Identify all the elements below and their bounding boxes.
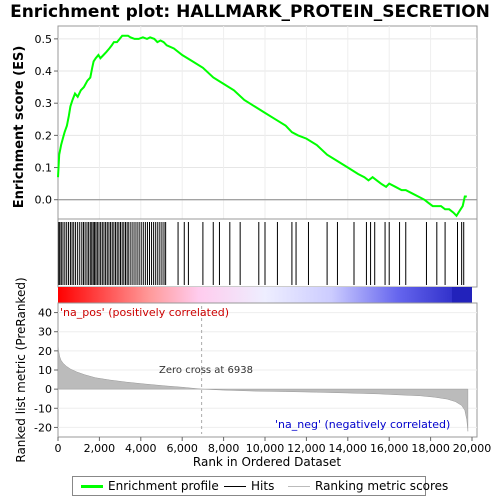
metric-y-tick-label: 0 xyxy=(45,383,52,396)
legend-swatch-black xyxy=(224,486,246,487)
legend-item-enrichment-profile: Enrichment profile xyxy=(81,479,219,493)
hit-markers xyxy=(58,222,465,285)
es-y-tick-label: 0.5 xyxy=(35,33,53,46)
zero-cross-label: Zero cross at 6938 xyxy=(159,365,253,376)
es-gridlines xyxy=(58,26,477,219)
x-tick-label: 12,000 xyxy=(287,442,326,455)
metric-y-tick-label: 20 xyxy=(38,345,52,358)
enrichment-profile-line xyxy=(57,34,467,218)
legend-item-ranking: Ranking metric scores xyxy=(288,479,448,493)
x-tick-label: 20,000 xyxy=(453,442,492,455)
x-tick-label: 16,000 xyxy=(370,442,409,455)
pos-correlated-label: 'na_pos' (positively correlated) xyxy=(60,306,229,319)
es-y-tick-label: 0.2 xyxy=(35,129,53,142)
x-tick-label: 4,000 xyxy=(125,442,157,455)
neg-correlated-label: 'na_neg' (negatively correlated) xyxy=(275,418,450,431)
metric-y-tick-label: 10 xyxy=(38,364,52,377)
es-y-axis: 0.0 0.1 0.2 0.3 0.4 0.5 xyxy=(35,33,58,207)
es-y-tick-label: 0.1 xyxy=(35,162,53,175)
legend: Enrichment profile Hits Ranking metric s… xyxy=(72,476,448,496)
legend-label: Enrichment profile xyxy=(108,479,219,493)
legend-label: Ranking metric scores xyxy=(315,479,449,493)
metric-y-tick-label: -20 xyxy=(34,421,52,434)
x-tick-label: 14,000 xyxy=(329,442,368,455)
es-y-axis-label: Enrichment score (ES) xyxy=(12,46,27,209)
x-tick-label: 2,000 xyxy=(84,442,116,455)
legend-swatch-gray xyxy=(288,486,310,487)
es-y-tick-label: 0.3 xyxy=(35,97,53,110)
x-axis-label: Rank in Ordered Dataset xyxy=(193,455,341,469)
x-tick-label: 18,000 xyxy=(411,442,450,455)
metric-y-tick-label: 40 xyxy=(38,307,52,320)
metric-y-tick-label: -10 xyxy=(34,402,52,415)
rank-color-bar xyxy=(58,287,472,303)
legend-swatch-green xyxy=(81,485,103,488)
ranking-metric-area xyxy=(57,343,469,432)
x-tick-label: 6,000 xyxy=(166,442,198,455)
metric-y-tick-label: 30 xyxy=(38,326,52,339)
legend-item-hits: Hits xyxy=(224,479,274,493)
es-y-tick-label: 0.0 xyxy=(35,194,53,207)
chart-title: Enrichment plot: HALLMARK_PROTEIN_SECRET… xyxy=(10,2,490,22)
metric-y-axis: -20 -10 0 10 20 30 40 xyxy=(34,307,58,434)
x-tick-label: 8,000 xyxy=(208,442,240,455)
x-tick-label: 0 xyxy=(55,442,62,455)
es-y-tick-label: 0.4 xyxy=(35,65,53,78)
es-panel-frame xyxy=(57,25,478,220)
metric-x-axis: 0 2,000 4,000 6,000 8,000 10,000 12,000 14,000 1… xyxy=(55,437,492,455)
legend-label: Hits xyxy=(251,479,275,493)
x-tick-label: 10,000 xyxy=(246,442,285,455)
rank-color-bar-end xyxy=(452,287,472,303)
metric-y-axis-label: Ranked list metric (PreRanked) xyxy=(14,277,28,462)
